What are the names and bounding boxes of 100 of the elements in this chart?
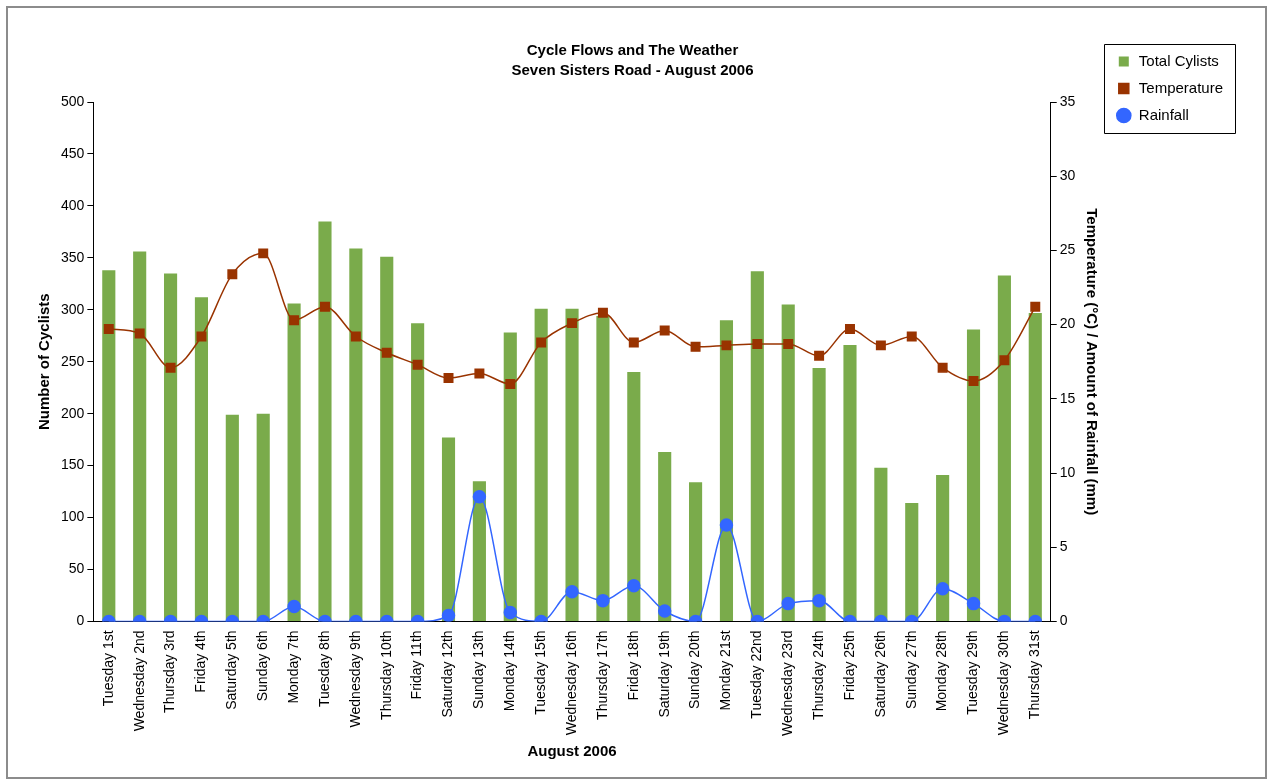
y-tick-label: 350 [61, 248, 85, 265]
x-tick-label: Tuesday 15th [532, 630, 549, 715]
point [536, 337, 547, 348]
bar [719, 320, 734, 621]
bar [534, 308, 548, 621]
point [412, 359, 423, 370]
point [381, 347, 392, 358]
y2-tick-label: 20 [1059, 315, 1076, 332]
x-tick-label: Thursday 17th [593, 630, 610, 720]
x-tick-label: Friday 18th [624, 630, 641, 701]
point [875, 340, 886, 351]
point [844, 324, 855, 335]
legend-label: Rainfall [1138, 105, 1189, 123]
point [783, 338, 794, 349]
y2-tick-label: 35 [1059, 92, 1076, 109]
point [567, 318, 578, 329]
bar [689, 482, 703, 621]
y2-tick-label: 10 [1059, 463, 1076, 480]
y2-tick-label: 5 [1059, 538, 1068, 555]
y2-axis-title: Temperature (°C) / Amount of Rainfall (mm) [1084, 208, 1102, 516]
x-tick-label: Sunday 27th [902, 630, 919, 710]
bar [472, 481, 486, 621]
x-tick-label: Friday 4th [192, 630, 209, 693]
y-tick-label: 100 [61, 508, 85, 525]
y-tick-label: 200 [61, 404, 85, 421]
bar [164, 273, 178, 621]
x-tick-label: Monday 21st [717, 630, 734, 711]
bar [194, 297, 209, 621]
point [690, 341, 701, 352]
point [103, 324, 114, 335]
point [165, 362, 176, 373]
bar [441, 437, 456, 621]
bar [133, 251, 147, 621]
point [134, 328, 145, 339]
x-tick-label: Tuesday 22nd [748, 630, 765, 719]
point [474, 368, 485, 379]
bar [411, 323, 425, 621]
legend-label: Temperature [1138, 78, 1224, 96]
x-tick-label: Wednesday 30th [995, 630, 1012, 736]
point [258, 248, 269, 259]
y2-tick-label: 30 [1059, 167, 1076, 184]
point [289, 315, 300, 326]
x-tick-label: Friday 11th [408, 630, 425, 700]
x-tick-label: Tuesday 8th [315, 630, 332, 707]
bar [102, 270, 116, 621]
bar [349, 248, 363, 621]
x-axis-title: August 2006 [527, 742, 617, 760]
x-tick-label: Sunday 20th [686, 630, 703, 710]
bar [503, 332, 517, 621]
point [196, 331, 207, 342]
y-tick-label: 400 [61, 196, 85, 213]
y-tick-label: 150 [61, 456, 85, 473]
bar [565, 308, 579, 621]
point [1030, 301, 1041, 312]
bar [287, 303, 301, 621]
y2-tick-label: 0 [1059, 612, 1068, 629]
bar [905, 502, 919, 621]
x-tick-label: Thursday 3rd [161, 630, 178, 713]
bar [380, 256, 394, 621]
x-tick-label: Thursday 10th [377, 630, 394, 720]
bar [966, 329, 981, 621]
point [937, 362, 948, 373]
point [350, 331, 361, 342]
x-tick-label: Wednesday 16th [562, 630, 579, 736]
y-tick-label: 0 [76, 612, 85, 629]
x-tick-label: Saturday 5th [223, 630, 240, 710]
bar [1028, 312, 1042, 621]
y2-tick-label: 25 [1059, 241, 1076, 258]
y-tick-label: 300 [61, 300, 85, 317]
x-tick-label: Monday 14th [501, 630, 518, 712]
y-tick-label: 250 [61, 352, 85, 369]
chart-title: Cycle Flows and The Weather [526, 41, 739, 59]
bar [318, 221, 332, 621]
x-tick-label: Wednesday 23rd [779, 630, 796, 737]
point [505, 378, 516, 389]
x-tick-label: Saturday 12th [439, 630, 456, 718]
chart-subtitle: Seven Sisters Road - August 2006 [511, 61, 754, 79]
x-tick-label: Monday 28th [933, 630, 950, 712]
x-tick-label: Thursday 31st [1026, 630, 1043, 720]
point [906, 331, 917, 342]
bar [256, 413, 270, 621]
y-tick-label: 450 [61, 144, 85, 161]
point [721, 340, 732, 351]
x-tick-label: Tuesday 1st [99, 630, 116, 707]
point [319, 301, 330, 312]
bar [812, 367, 826, 621]
x-tick-label: Friday 25th [840, 630, 857, 701]
x-tick-label: Wednesday 2nd [130, 630, 147, 732]
bar [658, 452, 672, 621]
point [628, 337, 639, 348]
point [227, 269, 238, 280]
point [443, 373, 454, 384]
bar [843, 345, 857, 621]
x-tick-label: Tuesday 29th [964, 630, 981, 715]
bar [997, 275, 1011, 621]
point [999, 355, 1010, 366]
legend-label: Total Cylists [1138, 51, 1219, 69]
x-tick-label: Monday 7th [284, 630, 301, 704]
bar [874, 467, 888, 621]
x-tick-label: Wednesday 9th [346, 630, 363, 728]
